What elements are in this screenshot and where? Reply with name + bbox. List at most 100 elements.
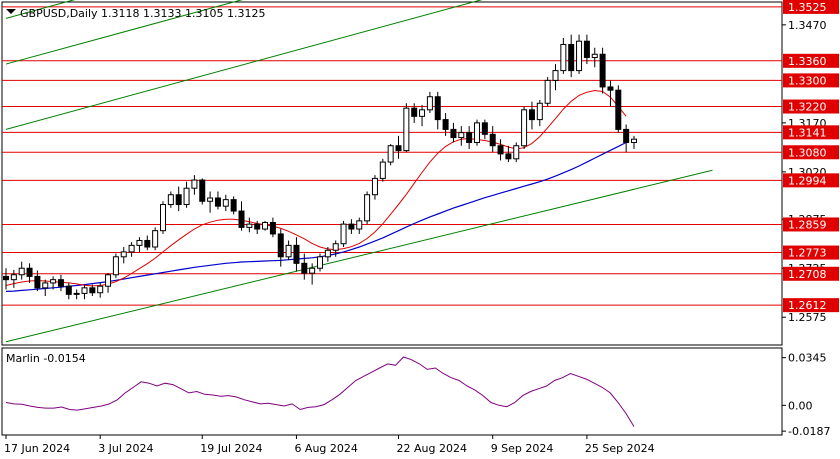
candle-body [34,275,41,289]
candle-body [521,109,528,147]
candle-body [269,222,276,235]
candle-body [544,79,551,104]
level-label-bg [783,99,839,114]
level-label: 1.2994 [788,174,827,187]
level-label-bg [783,298,839,313]
candle-body [144,239,151,248]
indicator-tick-label: -0.0187 [788,425,830,438]
time-tick-label: 25 Sep 2024 [585,442,655,455]
candle-body [183,187,190,206]
candle-body [450,128,457,139]
time-tick-label: 22 Aug 2024 [397,442,467,455]
candle-body [607,86,614,91]
oscillator [5,356,635,427]
candle-body [364,194,371,222]
level-label-bg [783,0,839,14]
candle-body [105,274,112,287]
candle-body [403,107,410,152]
candle-body [97,285,104,294]
candle-body [481,122,488,135]
candle-body [552,70,559,81]
level-label: 1.3141 [788,126,827,139]
level-label: 1.2708 [788,268,827,281]
candle-body [42,282,49,289]
candle-body [26,267,33,277]
candle-body [136,239,143,246]
candle-body [411,107,418,117]
candle-body [50,279,57,284]
candle-body [152,230,159,248]
candle-body [120,251,127,258]
level-label-bg [783,173,839,188]
level-label-bg [783,217,839,232]
price-pane-border [1,1,783,346]
time-tick-label: 19 Jul 2024 [200,442,262,455]
candle-body [199,179,206,202]
candle-body [73,292,80,295]
candle-body [128,244,135,253]
marlin-line [5,356,635,427]
time-tick-label: 6 Aug 2024 [294,442,357,455]
candle-body [379,161,386,179]
indicator-pane-border [1,347,783,436]
candle-body [631,138,637,143]
candle-body [57,279,64,287]
candle-body [81,287,88,294]
candle-body [583,40,590,59]
candle-body [10,274,17,281]
candle-body [395,145,402,152]
candle-body [466,132,473,143]
level-label: 1.2859 [788,218,827,231]
candle-body [442,119,449,130]
indicator-tick-label: 0.00 [788,399,813,412]
candle-body [528,109,535,121]
candle-body [615,89,622,130]
candle-body [65,285,72,295]
candle-body [167,194,174,206]
channel-upper [5,0,483,130]
time-tick-label: 9 Sep 2024 [491,442,554,455]
candle-body [434,96,441,121]
candle-body [3,275,9,281]
candle-body [474,122,480,143]
level-label: 1.3525 [788,1,827,14]
candle-body [340,223,347,245]
candle-body [246,223,253,228]
candle-body [207,197,214,202]
level-label-bg [783,73,839,88]
candle-body [568,43,575,72]
candle-body [387,145,394,163]
level-label-bg [783,245,839,260]
candle-body [426,96,433,111]
candle-body [293,244,300,264]
candle-body [254,223,261,230]
candle-body [371,177,378,196]
time-axis: 17 Jun 2024 3 Jul 2024 19 Jul 2024 6 Aug 20… [4,435,655,455]
dropdown-triangle-icon[interactable] [6,9,16,14]
horizontal-levels [2,6,782,306]
time-tick-label: 3 Jul 2024 [98,442,153,455]
candle-body [277,233,284,258]
candle-body [324,249,331,258]
level-label: 1.3300 [788,74,827,87]
candle-body [160,204,166,232]
indicator-axis: 0.0345 0.00 -0.0187 [782,352,830,438]
candle-body [175,194,182,206]
level-label: 1.2612 [788,299,827,312]
candle-body [18,267,25,276]
candle-body [591,53,598,59]
candle-body [505,153,512,160]
level-label: 1.3360 [788,55,827,68]
candle-body [112,256,119,276]
candle-body [332,243,339,251]
candle-body [222,199,229,207]
price-tick-label: 1.2575 [788,311,827,324]
candle-body [301,262,308,274]
candle-body [317,256,323,269]
level-label-bg [783,125,839,140]
candle-body [214,197,221,207]
candle-body [513,145,520,160]
level-labels: 1.3525 1.3360 1.3300 1.3220 1.3141 1.3080 1.29… [783,0,839,313]
